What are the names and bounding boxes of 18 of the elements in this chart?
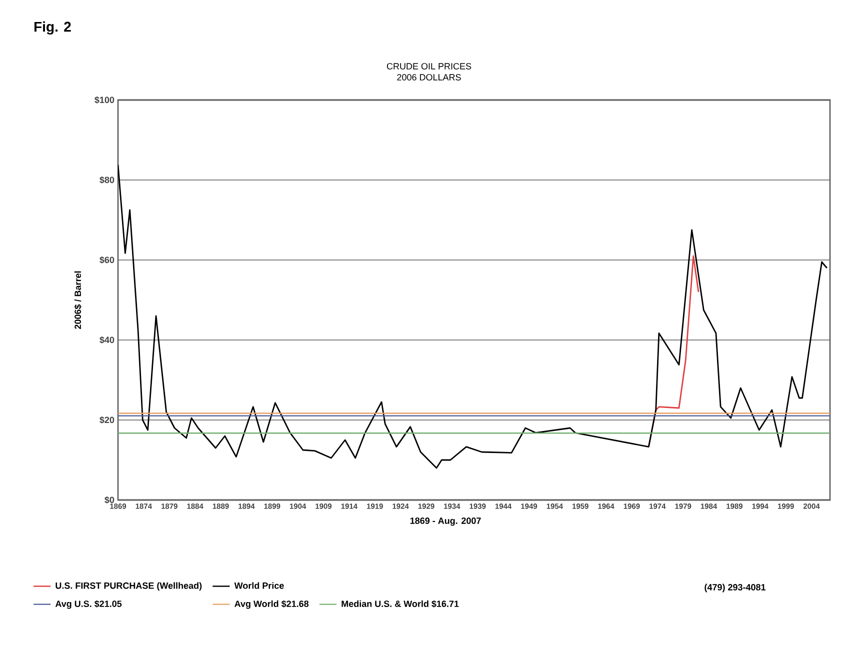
y-tick-label: $20: [100, 416, 114, 424]
legend-label: Avg World $21.68: [234, 600, 309, 609]
y-axis-title: 2006$ / Barrel: [74, 271, 82, 329]
legend-label: World Price: [234, 582, 284, 589]
text: (479) 293-4081: [704, 584, 766, 592]
y-tick-label: $80: [100, 176, 114, 184]
line-series: [118, 164, 828, 469]
legend-label: Median U.S. & World $16.71: [342, 600, 459, 608]
legend-label: U.S. FIRST PURCHASE (Wellhead): [56, 582, 202, 591]
chart-title: CRUDE OIL PRICES: [386, 63, 472, 70]
legend-label: Avg U.S. $21.05: [55, 600, 122, 609]
chart-subtitle: 2006 DOLLARS: [397, 74, 461, 80]
y-tick-label: $40: [100, 336, 114, 344]
caption: Fig. 2: [34, 21, 71, 35]
y-tick-label: $100: [94, 96, 114, 104]
y-tick-label: $60: [100, 256, 114, 264]
x-axis-title: 1869 - Aug. 2007: [410, 518, 481, 526]
y-tick-label: $0: [104, 496, 114, 504]
